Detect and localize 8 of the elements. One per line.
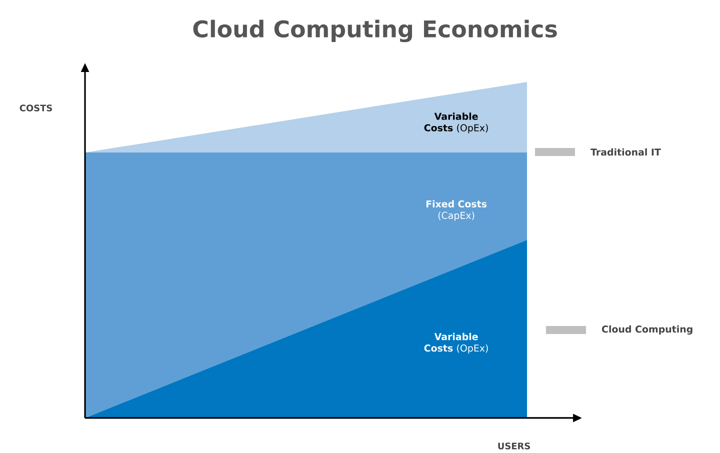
y-axis-title: COSTS xyxy=(20,104,52,112)
series-label: Fixed Costs (CapEx) xyxy=(426,200,487,221)
series-label: Variable Costs (OpEx) xyxy=(424,332,488,354)
series-label: Variable Costs (OpEx) xyxy=(424,112,488,134)
annotation: Traditional IT xyxy=(590,148,661,156)
annotation: Cloud Computing xyxy=(602,325,692,335)
x-axis-title: USERS xyxy=(498,442,530,450)
chart-title: Cloud Computing Economics xyxy=(193,20,557,42)
